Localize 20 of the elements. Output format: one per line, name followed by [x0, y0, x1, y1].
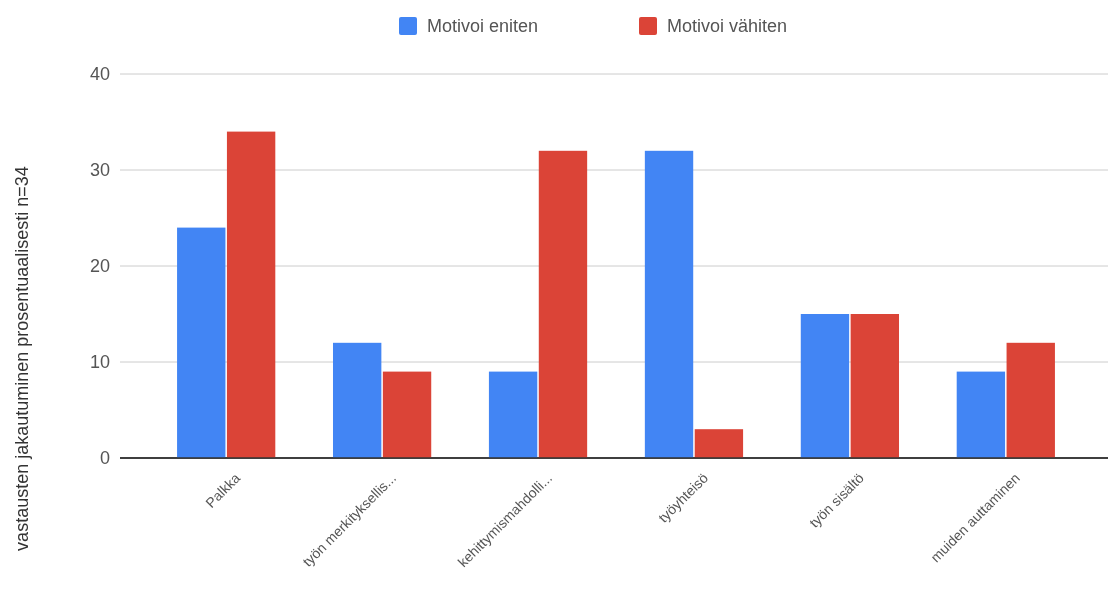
bar — [644, 150, 694, 458]
bar — [850, 314, 900, 458]
bar — [538, 150, 588, 458]
y-axis-title: vastausten jakautuminen prosentuaalisesti n=34 — [12, 166, 32, 551]
y-tick-label: 10 — [89, 352, 110, 373]
legend-label: Motivoi vähiten — [667, 16, 788, 37]
bar — [382, 371, 432, 458]
y-tick-label: 20 — [89, 256, 110, 277]
bar — [332, 342, 382, 458]
y-tick-label: 30 — [89, 160, 110, 181]
bar — [488, 371, 538, 458]
bar — [956, 371, 1006, 458]
y-tick-label: 0 — [99, 448, 110, 469]
bar — [694, 429, 744, 458]
y-tick-label: 40 — [89, 64, 110, 85]
legend-label: Motivoi eniten — [427, 16, 539, 37]
bar — [177, 227, 226, 458]
bar — [1006, 342, 1055, 458]
bar — [800, 314, 850, 458]
bar — [226, 131, 276, 458]
